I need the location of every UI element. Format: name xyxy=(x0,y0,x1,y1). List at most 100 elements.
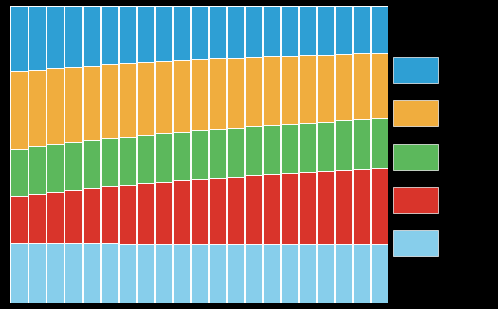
Bar xyxy=(136,135,154,183)
Bar xyxy=(119,63,135,137)
Bar xyxy=(28,6,45,70)
Bar xyxy=(136,244,154,303)
Bar xyxy=(173,180,190,244)
Bar xyxy=(335,121,352,170)
Bar xyxy=(263,6,280,56)
Bar xyxy=(317,6,334,54)
Bar xyxy=(245,6,262,57)
Bar xyxy=(101,64,118,138)
Bar xyxy=(83,140,100,188)
Bar xyxy=(64,142,82,190)
FancyBboxPatch shape xyxy=(393,100,438,126)
Bar xyxy=(263,174,280,244)
Bar xyxy=(227,177,244,244)
Bar xyxy=(245,126,262,175)
Bar xyxy=(299,55,316,123)
Bar xyxy=(173,6,190,60)
Bar xyxy=(335,54,352,121)
Bar xyxy=(154,182,172,244)
Bar xyxy=(136,183,154,244)
Bar xyxy=(371,168,388,244)
Bar xyxy=(136,6,154,62)
Bar xyxy=(191,179,208,244)
Bar xyxy=(64,243,82,303)
Bar xyxy=(209,244,226,303)
Bar xyxy=(299,6,316,55)
FancyBboxPatch shape xyxy=(393,187,438,213)
Bar xyxy=(317,54,334,121)
Bar xyxy=(209,129,226,178)
Bar xyxy=(317,171,334,244)
Bar xyxy=(209,178,226,244)
Bar xyxy=(227,244,244,303)
Bar xyxy=(353,119,370,169)
Bar xyxy=(28,194,45,243)
Bar xyxy=(28,243,45,303)
Bar xyxy=(281,6,298,56)
Bar xyxy=(46,192,64,243)
Bar xyxy=(173,132,190,180)
Bar xyxy=(191,59,208,130)
Bar xyxy=(371,53,388,118)
Bar xyxy=(245,57,262,126)
Bar xyxy=(28,70,45,146)
Bar xyxy=(46,69,64,144)
Bar xyxy=(28,146,45,194)
Bar xyxy=(281,56,298,124)
Bar xyxy=(227,58,244,128)
Bar xyxy=(64,6,82,67)
Bar xyxy=(10,71,27,149)
Bar xyxy=(245,175,262,244)
Bar xyxy=(46,243,64,303)
Bar xyxy=(353,6,370,53)
Bar xyxy=(245,244,262,303)
Bar xyxy=(173,244,190,303)
Bar xyxy=(83,66,100,140)
Bar xyxy=(371,6,388,53)
Bar xyxy=(10,6,27,71)
Bar xyxy=(119,6,135,63)
FancyBboxPatch shape xyxy=(393,144,438,170)
Bar xyxy=(64,67,82,142)
Bar xyxy=(281,244,298,303)
Bar xyxy=(353,169,370,244)
Bar xyxy=(46,6,64,69)
Bar xyxy=(101,6,118,64)
Bar xyxy=(371,244,388,303)
Bar xyxy=(299,244,316,303)
Bar xyxy=(227,6,244,58)
Bar xyxy=(353,53,370,119)
Bar xyxy=(209,6,226,58)
Bar xyxy=(299,172,316,244)
FancyBboxPatch shape xyxy=(393,57,438,83)
Bar xyxy=(154,61,172,133)
Bar xyxy=(191,6,208,59)
Bar xyxy=(154,244,172,303)
Bar xyxy=(10,243,27,303)
Bar xyxy=(46,144,64,192)
Bar xyxy=(83,188,100,243)
Bar xyxy=(173,60,190,132)
Bar xyxy=(119,244,135,303)
Bar xyxy=(281,124,298,173)
Bar xyxy=(119,137,135,185)
Bar xyxy=(136,62,154,135)
Bar xyxy=(191,130,208,179)
Bar xyxy=(209,58,226,129)
Bar xyxy=(191,244,208,303)
Bar xyxy=(263,125,280,174)
Bar xyxy=(263,244,280,303)
Bar xyxy=(83,243,100,303)
Bar xyxy=(83,6,100,66)
Bar xyxy=(353,244,370,303)
Bar xyxy=(10,149,27,196)
Bar xyxy=(227,128,244,177)
Bar xyxy=(101,243,118,303)
Bar xyxy=(119,185,135,244)
Bar xyxy=(64,190,82,243)
Bar xyxy=(263,56,280,125)
Bar xyxy=(335,6,352,54)
Bar xyxy=(281,173,298,244)
Bar xyxy=(154,6,172,61)
Bar xyxy=(317,121,334,171)
